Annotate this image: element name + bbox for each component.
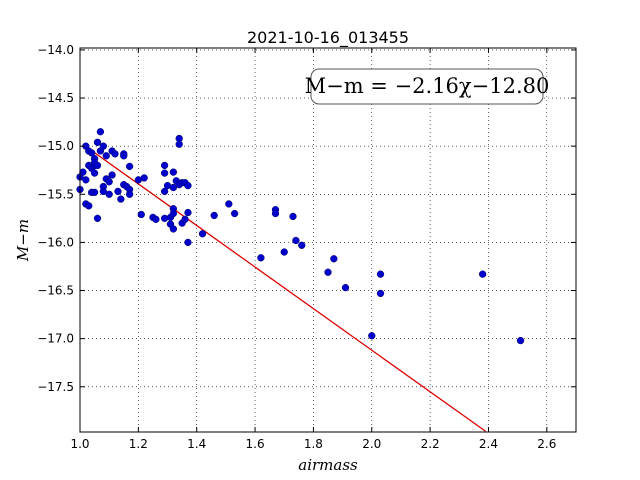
data-point xyxy=(289,212,297,221)
data-point xyxy=(125,190,134,198)
x-tick-label: 1.0 xyxy=(70,437,89,451)
data-point xyxy=(102,152,110,160)
data-point xyxy=(181,215,189,223)
y-tick-label: −16.5 xyxy=(37,284,74,298)
grid-lines xyxy=(80,48,576,432)
x-tick-label: 2.0 xyxy=(362,437,381,451)
data-point xyxy=(376,289,385,298)
data-point xyxy=(120,152,128,160)
data-point xyxy=(198,230,207,238)
data-point xyxy=(99,142,107,150)
x-tick-label: 2.6 xyxy=(537,437,556,451)
plot-background xyxy=(80,48,576,432)
data-point xyxy=(152,215,160,223)
x-tick-label: 1.4 xyxy=(187,437,206,451)
data-point xyxy=(88,149,96,157)
data-point xyxy=(125,162,134,171)
data-point xyxy=(324,268,332,276)
data-point xyxy=(230,209,239,218)
data-point xyxy=(90,169,99,177)
data-point xyxy=(93,138,102,146)
data-point xyxy=(108,171,116,179)
data-point xyxy=(210,211,218,220)
data-point xyxy=(99,187,107,196)
data-point xyxy=(140,174,148,182)
data-point xyxy=(280,248,288,256)
data-point xyxy=(184,181,192,190)
x-tick-label: 1.2 xyxy=(129,437,148,451)
data-point xyxy=(175,140,183,148)
data-point xyxy=(368,332,376,340)
fit-annotation-box: M−m = −2.16χ−12.80 xyxy=(305,68,550,105)
data-point xyxy=(257,254,265,262)
data-point xyxy=(271,209,280,218)
fit-annotation-frame xyxy=(310,68,544,105)
data-point xyxy=(478,270,487,278)
chart-title: 2021-10-16_013455 xyxy=(247,28,409,48)
tick-marks xyxy=(79,48,576,432)
y-tick-label: −14.5 xyxy=(37,91,74,105)
data-point xyxy=(160,161,169,170)
data-point xyxy=(169,183,178,192)
data-point xyxy=(160,187,169,196)
data-point xyxy=(169,168,178,176)
x-tick-label: 2.2 xyxy=(421,437,440,451)
fit-line-layer xyxy=(85,145,486,432)
data-point xyxy=(341,283,350,292)
data-point xyxy=(117,195,125,203)
data-point xyxy=(184,208,192,217)
data-point xyxy=(298,241,306,249)
x-tick-label: 1.8 xyxy=(304,437,323,451)
data-point xyxy=(292,236,300,245)
y-tick-label: −17.5 xyxy=(37,380,74,394)
y-tick-label: −15.5 xyxy=(37,187,74,201)
data-points xyxy=(76,128,525,345)
data-point xyxy=(376,270,385,278)
x-tick-label: 1.6 xyxy=(246,437,265,451)
x-axis-label: airmass xyxy=(298,456,358,474)
data-point xyxy=(90,188,99,197)
data-point xyxy=(169,225,178,233)
data-point xyxy=(82,176,90,184)
data-point xyxy=(111,150,119,158)
y-axis-label: M−m xyxy=(14,219,32,262)
data-point xyxy=(79,168,87,176)
fit-line xyxy=(85,145,486,432)
data-point xyxy=(96,128,105,136)
data-point xyxy=(137,210,145,219)
data-point xyxy=(330,255,338,263)
data-point xyxy=(85,202,93,210)
data-point xyxy=(160,169,169,177)
data-point xyxy=(105,178,113,186)
plot-frame xyxy=(79,47,577,433)
y-tick-labels: −14.0 −14.5 −15.0 −15.5 −16.0 −16.5 −17.0 −17.5 xyxy=(37,43,74,394)
y-tick-label: −14.0 xyxy=(37,43,74,57)
y-tick-label: −15.0 xyxy=(37,139,74,153)
data-point xyxy=(184,238,192,247)
y-tick-label: −17.0 xyxy=(37,332,74,346)
data-point xyxy=(169,209,178,218)
x-tick-label: 2.4 xyxy=(479,437,498,451)
data-point xyxy=(225,200,233,208)
data-point xyxy=(114,187,122,196)
data-point xyxy=(93,214,102,222)
x-tick-labels: 1.0 1.2 1.4 1.6 1.8 2.0 2.2 2.4 2.6 xyxy=(70,437,556,451)
y-tick-label: −16.0 xyxy=(37,235,74,249)
data-point xyxy=(93,161,102,170)
fit-equation: M−m = −2.16χ−12.80 xyxy=(305,74,550,98)
data-point xyxy=(105,190,113,198)
data-point xyxy=(516,336,525,345)
